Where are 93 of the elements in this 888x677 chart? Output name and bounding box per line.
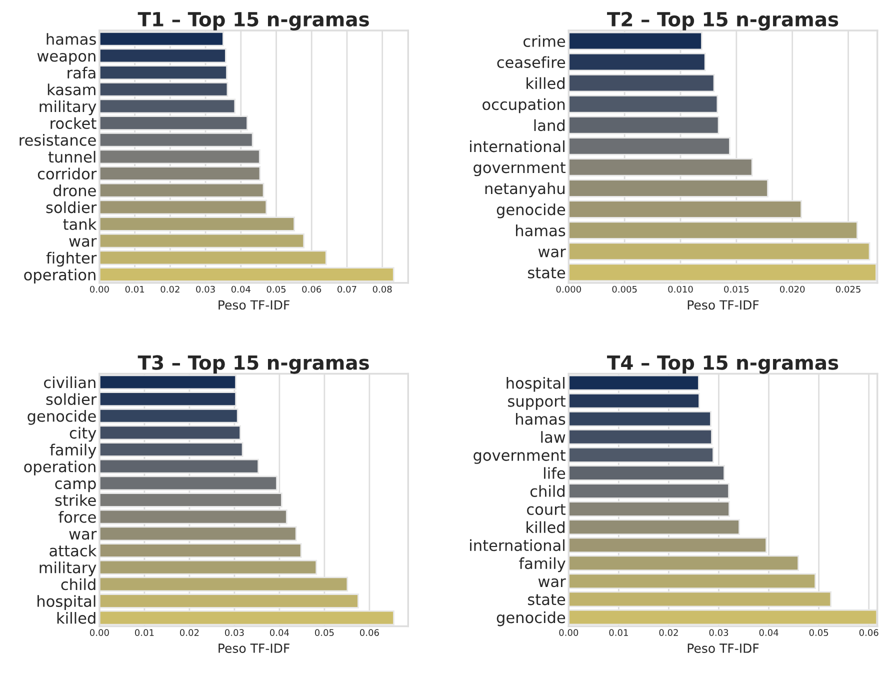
y-tick-label: government [474,162,566,176]
x-tick-label: 0.02 [160,286,180,293]
y-tick-label: drone [53,184,96,196]
y-tick-label: tunnel [48,150,96,163]
y-tick-label: civilian [44,376,96,388]
x-axis-title: Peso TF-IDF [688,644,759,653]
chart-title: T2 – Top 15 n-gramas [607,12,838,30]
chart-title: T4 – Top 15 n-gramas [607,355,838,374]
x-tick-label: 0.03 [224,629,244,636]
x-tick-label: 0.03 [709,629,728,636]
y-tick-label: family [519,557,566,572]
y-tick-label: operation [24,460,96,476]
y-tick-label: international [470,140,564,152]
x-tick-label: 0.000 [556,286,581,293]
y-tick-label: hamas [516,413,566,425]
x-tick-label: 0.08 [372,286,392,293]
x-tick-label: 0.01 [125,286,144,293]
y-tick-label: rafa [68,66,96,79]
y-tick-label: crime [524,35,566,48]
x-tick-label: 0.04 [231,286,250,293]
y-tick-label: hospital [38,595,96,610]
x-tick-label: 0.04 [759,629,778,636]
x-tick-label: 0.025 [836,286,860,293]
x-tick-label: 0.00 [90,286,109,293]
x-tick-label: 0.005 [612,286,637,293]
y-tick-label: rocket [50,117,96,130]
y-tick-label: support [508,396,566,410]
y-tick-label: city [70,426,96,442]
y-tick-label: killed [526,77,564,90]
y-tick-label: soldier [46,201,97,214]
y-tick-label: law [541,431,566,443]
x-tick-label: 0.01 [135,629,154,636]
y-tick-label: land [534,119,564,132]
y-tick-label: attack [50,544,97,557]
y-tick-label: child [61,578,96,590]
chart-title: T1 – Top 15 n-gramas [138,12,369,30]
x-tick-label: 0.00 [90,629,109,636]
y-tick-label: genocide [28,410,96,425]
y-tick-label: killed [57,612,96,624]
y-tick-label: kasam [48,84,96,96]
x-tick-label: 0.05 [809,629,828,636]
y-tick-label: state [528,594,566,606]
y-tick-label: weapon [37,52,96,65]
x-tick-label: 0.06 [360,629,379,636]
x-tick-label: 0.06 [859,629,878,636]
x-tick-label: 0.06 [302,286,322,293]
x-tick-label: 0.03 [196,286,215,293]
y-tick-label: ceasefire [497,56,566,68]
x-tick-label: 0.020 [780,286,805,293]
x-tick-label: 0.05 [314,629,334,636]
x-tick-label: 0.07 [338,286,356,293]
x-tick-label: 0.01 [609,629,628,636]
x-tick-label: 0.02 [659,629,678,636]
x-tick-label: 0.015 [724,286,749,293]
y-tick-label: soldier [46,393,97,406]
y-tick-label: war [69,530,97,540]
y-tick-label: genocide [496,611,566,626]
x-tick-label: 0.02 [180,629,199,636]
y-tick-label: genocide [496,203,566,218]
y-tick-label: court [527,504,566,516]
y-tick-label: tank [63,218,97,230]
x-tick-label: 0.05 [266,286,286,293]
y-tick-label: netanyahu [485,182,564,198]
y-tick-label: operation [24,268,96,284]
y-tick-label: camp [55,480,96,492]
y-tick-label: war [69,238,97,247]
y-tick-label: international [470,539,564,552]
chart-title: T3 – Top 15 n-gramas [138,355,369,374]
y-tick-label: hospital [506,376,564,392]
y-tick-label: state [528,267,566,278]
y-tick-label: hamas [46,33,96,45]
x-tick-label: 0.010 [668,286,693,293]
y-tick-label: family [50,444,96,458]
y-tick-label: fighter [46,252,97,267]
y-tick-label: war [538,248,566,258]
y-tick-label: force [58,511,96,523]
x-tick-label: 0.04 [270,629,289,636]
y-tick-label: government [474,450,566,464]
y-tick-label: strike [55,494,96,506]
y-tick-label: military [40,562,96,576]
y-tick-label: killed [526,521,564,534]
x-axis-title: Peso TF-IDF [688,300,759,310]
x-axis-title: Peso TF-IDF [218,644,290,653]
x-axis-title: Peso TF-IDF [218,300,290,310]
y-tick-label: hamas [516,224,566,236]
y-tick-label: child [530,485,564,498]
y-tick-label: life [544,467,566,479]
y-tick-label: corridor [38,168,97,180]
y-tick-label: occupation [482,98,565,114]
y-tick-label: resistance [20,134,96,146]
y-tick-label: military [40,100,96,116]
x-tick-label: 0.00 [559,629,578,636]
y-tick-label: war [538,578,566,588]
